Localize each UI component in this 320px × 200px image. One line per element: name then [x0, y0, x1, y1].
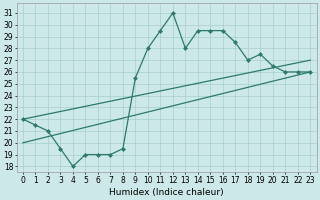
X-axis label: Humidex (Indice chaleur): Humidex (Indice chaleur)	[109, 188, 224, 197]
